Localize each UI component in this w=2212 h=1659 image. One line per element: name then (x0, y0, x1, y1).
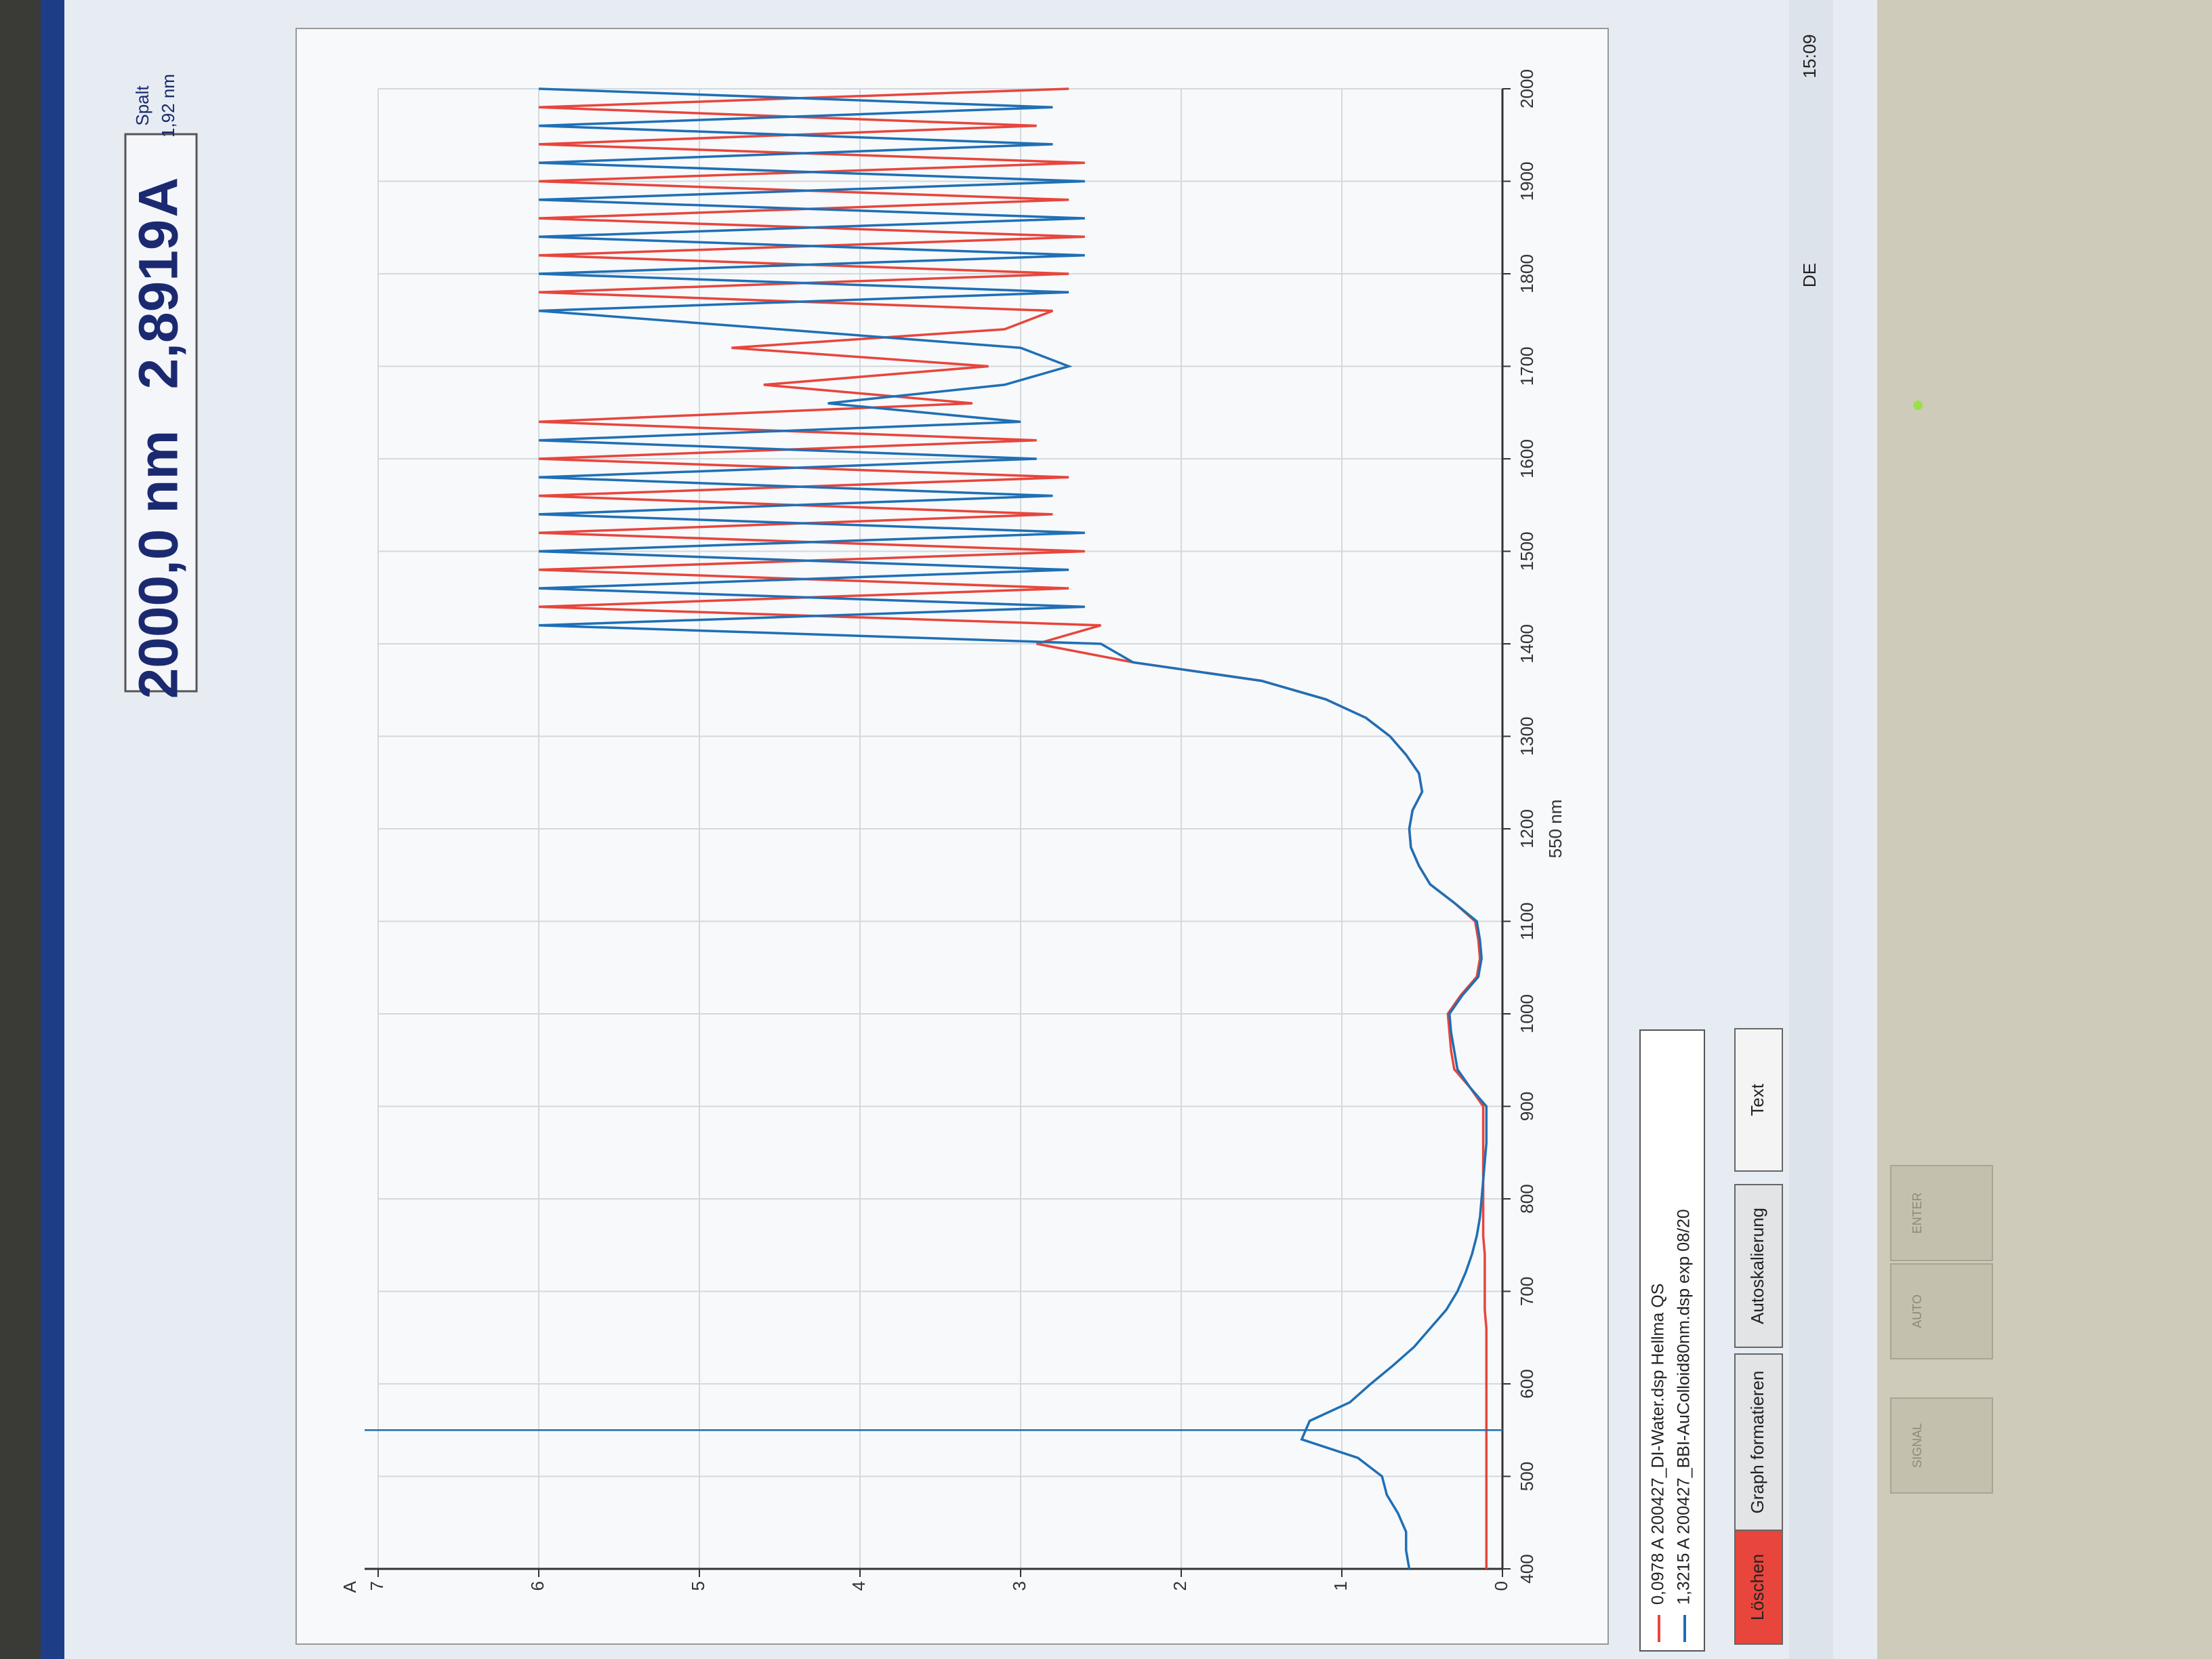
y-tick-label: 4 (848, 1581, 869, 1591)
unit-readout: A (128, 177, 190, 217)
title-bar (41, 0, 64, 1659)
x-tick-label: 1700 (1517, 347, 1537, 386)
chart-panel (295, 28, 1609, 1645)
taskbar-clock: 15:09 (1799, 34, 1820, 78)
x-tick-label: 700 (1517, 1277, 1537, 1306)
x-tick-label: 1100 (1517, 903, 1537, 941)
button[interactable] (1734, 1184, 1783, 1348)
x-tick-label: 1300 (1517, 717, 1537, 756)
x-tick-label: 1800 (1517, 254, 1537, 293)
y-tick-label: 6 (527, 1581, 548, 1591)
power-led (1913, 401, 1923, 410)
y-tick-label: 7 (367, 1581, 387, 1591)
button[interactable] (1734, 1028, 1783, 1172)
monitor-button-label[interactable]: AUTO (1910, 1294, 1924, 1328)
button-label[interactable]: Autoskalierung (1747, 1208, 1767, 1324)
y-tick-label: 1 (1330, 1581, 1351, 1591)
x-tick-label: 900 (1517, 1092, 1537, 1121)
x-tick-label: 800 (1517, 1184, 1537, 1213)
taskbar-language: DE (1799, 263, 1820, 287)
slit-label: Spalt (132, 85, 152, 126)
monitor-button[interactable] (1890, 1263, 1993, 1359)
cursor-label: 550 nm (1545, 800, 1565, 859)
button-label[interactable]: Löschen (1747, 1554, 1767, 1620)
monitor-button[interactable] (1890, 1165, 1993, 1261)
wavelength-readout: 2000,0 nm (128, 430, 190, 699)
x-tick-label: 2000 (1517, 69, 1537, 108)
y-tick-label: 2 (1170, 1581, 1190, 1591)
series-line (538, 87, 1488, 1570)
bezel-top (0, 0, 41, 1659)
x-tick-label: 500 (1517, 1462, 1537, 1491)
x-tick-label: 1200 (1517, 809, 1537, 848)
x-tick-label: 1900 (1517, 162, 1537, 201)
y-tick-label: 3 (1009, 1581, 1029, 1591)
legend-entry: 0,0978 A 200427_DI-Water.dsp Hellma QS (1649, 1284, 1668, 1605)
x-tick-label: 400 (1517, 1554, 1537, 1583)
monitor-button-label[interactable]: SIGNAL (1910, 1423, 1924, 1468)
button-label[interactable]: Graph formatieren (1747, 1371, 1767, 1514)
y-tick-label: 5 (688, 1581, 708, 1591)
x-tick-label: 1000 (1517, 994, 1537, 1033)
readout-box (124, 133, 198, 693)
taskbar (1789, 0, 1833, 1659)
y-tick-label: 0 (1491, 1581, 1511, 1591)
y-axis-label: A (340, 1580, 360, 1593)
button-label[interactable]: Text (1747, 1083, 1767, 1115)
slit-value: 1,92 nm (158, 74, 178, 138)
monitor-button[interactable] (1890, 1397, 1993, 1494)
legend-box (1639, 1029, 1705, 1652)
monitor-button-label[interactable]: ENTER (1910, 1192, 1924, 1233)
absorbance-readout: 2,8919 (128, 220, 190, 390)
x-tick-label: 1600 (1517, 439, 1537, 478)
x-tick-label: 600 (1517, 1369, 1537, 1398)
legend-entry: 1,3215 A 200427_BBI-AuColloid80nm.dsp ex… (1675, 1209, 1694, 1605)
x-tick-label: 1500 (1517, 532, 1537, 571)
button[interactable] (1734, 1353, 1783, 1531)
x-tick-label: 1400 (1517, 624, 1537, 663)
